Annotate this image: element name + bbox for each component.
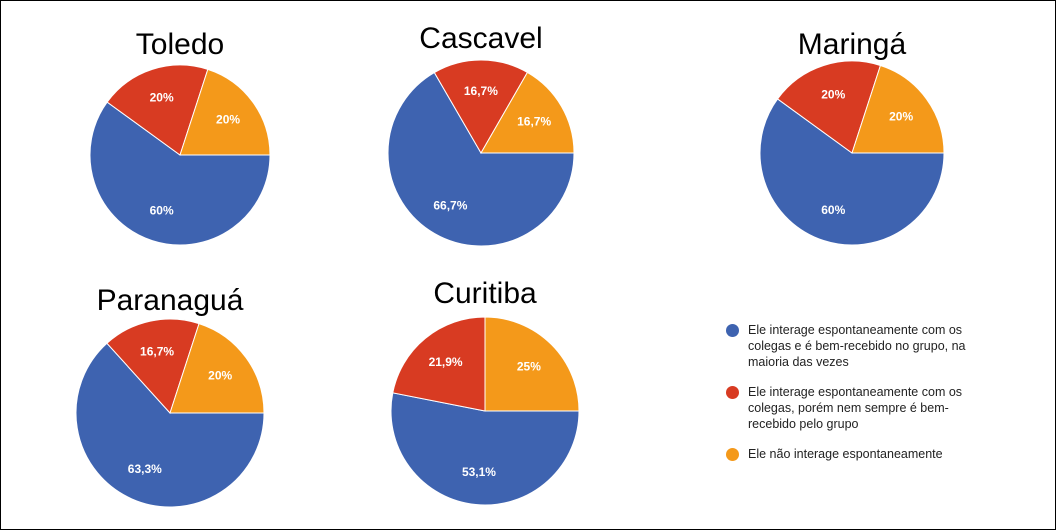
slice-label: 21,9%: [429, 355, 463, 369]
chart-title: Curitiba: [433, 277, 537, 310]
slice-label: 53,1%: [462, 465, 496, 479]
legend-marker: [726, 448, 739, 461]
legend-marker: [726, 324, 739, 337]
slice-label: 16,7%: [140, 345, 174, 359]
slice-label: 66,7%: [433, 198, 467, 212]
slice-label: 16,7%: [464, 84, 498, 98]
slice-label: 20%: [216, 112, 240, 126]
pie-slice: [759, 98, 945, 246]
legend-label: Ele interage espontaneamente com os cole…: [748, 385, 963, 431]
slice-label: 60%: [821, 203, 845, 217]
slice-label: 25%: [517, 359, 541, 373]
pie-slice: [776, 60, 882, 154]
legend-marker: [726, 386, 739, 399]
pie-slice: [484, 316, 580, 412]
pie-slice: [106, 318, 200, 414]
pie-slice: [387, 71, 575, 247]
legend-label: Ele não interage espontaneamente: [748, 447, 943, 461]
pie-slice: [179, 68, 271, 156]
slice-label: 63,3%: [128, 462, 162, 476]
pie-slice: [89, 101, 271, 246]
pie-slice: [392, 316, 486, 412]
pie-slice: [75, 342, 265, 508]
pie-slice: [169, 322, 265, 414]
chart-title: Cascavel: [419, 22, 542, 55]
legend-label: Ele interage espontaneamente com os cole…: [748, 323, 966, 369]
slice-label: 16,7%: [517, 114, 551, 128]
chart-title: Maringá: [798, 28, 907, 61]
slice-label: 20%: [889, 109, 913, 123]
pie-slice: [390, 392, 580, 506]
pie-slice: [433, 59, 529, 154]
slice-label: 20%: [150, 91, 174, 105]
slice-label: 20%: [821, 87, 845, 101]
slice-label: 20%: [208, 369, 232, 383]
pie-slice: [851, 64, 945, 154]
pie-slice: [106, 64, 209, 156]
chart-title: Toledo: [136, 28, 224, 61]
pie-slice: [480, 71, 575, 154]
chart-title: Paranaguá: [97, 284, 244, 317]
slice-label: 60%: [150, 204, 174, 218]
